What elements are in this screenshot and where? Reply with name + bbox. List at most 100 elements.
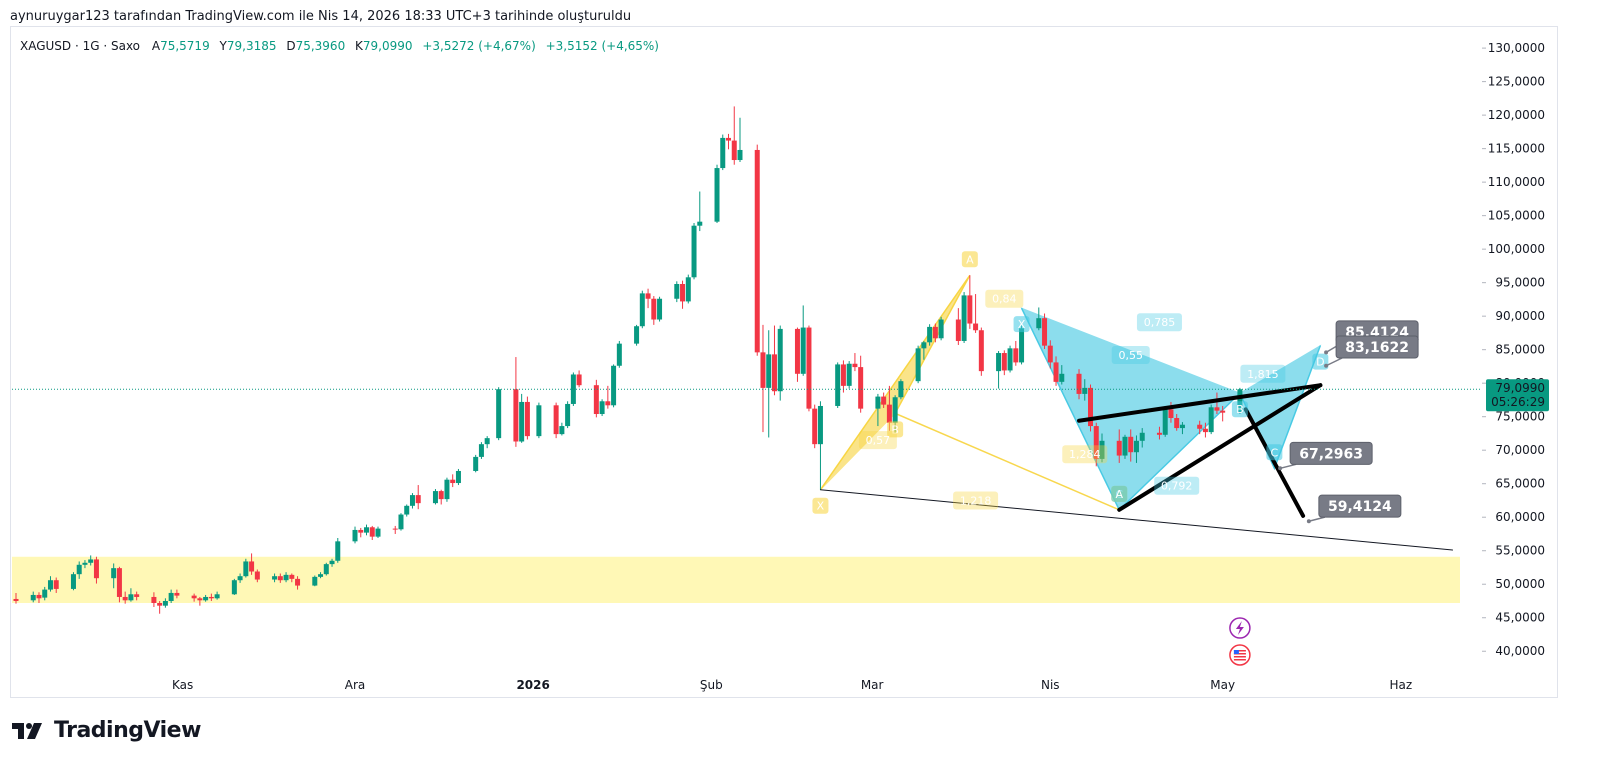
pattern-point-label: B	[1236, 403, 1244, 416]
change-value-2: +3,5152 (+4,65%)	[545, 39, 659, 53]
candle-body	[892, 397, 898, 423]
candle-body	[191, 595, 197, 599]
pattern-ratio-label-bg	[1136, 313, 1182, 332]
callout-anchor	[1278, 466, 1283, 471]
price-tick-label: 110,0000	[1488, 175, 1545, 189]
candle-body	[409, 495, 415, 506]
support-zone	[12, 556, 1460, 603]
flag-stripe	[1233, 656, 1246, 658]
candle-body	[415, 495, 421, 504]
pattern-ratio-label: 1,815	[1247, 368, 1279, 381]
candle-body	[478, 444, 484, 457]
pattern-point-label: D	[1316, 356, 1324, 369]
pattern-point-label: A	[966, 253, 974, 266]
candle-body	[1082, 387, 1088, 394]
open-label: A	[151, 39, 161, 53]
pattern-point-label-bg	[1231, 401, 1248, 418]
candle-body	[214, 594, 220, 599]
candle-body	[272, 576, 278, 580]
pattern-ratio-label: 1,284	[1069, 448, 1101, 461]
flag-stripe	[1233, 659, 1246, 661]
pattern-labels-layer: XABC0,840,571,2841,218XABCD0,7850,551,81…	[812, 251, 1329, 514]
price-tick-label: 40,0000	[1495, 644, 1545, 658]
candle-body	[685, 277, 691, 302]
candle-body	[398, 514, 404, 530]
candle-body	[927, 326, 933, 343]
candle-body	[88, 559, 94, 563]
pattern-ratio-label-bg	[1240, 364, 1286, 383]
time-tick-label: May	[1210, 678, 1235, 692]
candle-body	[455, 470, 461, 484]
time-tick-label: Mar	[861, 678, 884, 692]
tradingview-brand[interactable]: TradingView	[12, 718, 201, 743]
candle-body	[616, 343, 622, 366]
candle-body	[1179, 424, 1185, 429]
candle-body	[283, 574, 289, 581]
candle-body	[157, 602, 163, 606]
header-caption: aynuruygar123 tarafından TradingView.com…	[10, 9, 632, 24]
chart-canvas[interactable]: XABC0,840,571,2841,218XABCD0,7850,551,81…	[0, 0, 1600, 700]
symbol-label[interactable]: XAGUSD · 1G · Saxo	[20, 39, 141, 53]
open-value: 75,5719	[160, 39, 210, 53]
candle-body	[1001, 353, 1007, 371]
candle-body	[599, 401, 605, 415]
time-tick-label: Kas	[172, 678, 193, 692]
harmonic-pattern-1-triangle-0	[1020, 307, 1241, 511]
candle-body	[392, 528, 398, 530]
callout-label: 59,4124	[1328, 499, 1392, 515]
time-tick-label: Ara	[345, 678, 366, 692]
time-axis: Kas Ara 2026 Şub Mar Nis May Haz	[172, 678, 1412, 692]
candle-body	[450, 479, 456, 484]
price-tick-label: 70,0000	[1495, 443, 1545, 457]
candle-body	[174, 592, 180, 596]
candle-body	[1019, 328, 1025, 363]
us-flag-icon	[1229, 644, 1251, 666]
candle-body	[639, 293, 645, 327]
tradingview-logo-icon	[12, 722, 42, 739]
candle-body	[1237, 389, 1243, 413]
pattern-point-label: C	[1271, 446, 1279, 459]
flag-stripe	[1233, 653, 1246, 655]
candle-body	[737, 149, 743, 161]
candle-body	[70, 574, 76, 589]
candle-body	[674, 284, 680, 299]
candle-body	[82, 562, 88, 565]
lightning-glyph	[1235, 621, 1244, 635]
candle-body	[1093, 426, 1099, 459]
price-tick-label: 100,0000	[1488, 242, 1545, 256]
candle-body	[277, 576, 283, 581]
candle-body	[697, 221, 703, 226]
candle-body	[680, 284, 686, 302]
candle-body	[358, 529, 364, 533]
candle-body	[1214, 407, 1220, 411]
candle-body	[243, 561, 249, 577]
chart-frame[interactable]	[10, 26, 1558, 698]
candle-body	[720, 137, 726, 169]
candle-body	[404, 505, 410, 515]
price-tag-countdown: 05:26:29	[1491, 395, 1545, 409]
candle-body	[634, 326, 640, 344]
time-tick-label: 2026	[516, 678, 549, 692]
harmonic-pattern-layer	[819, 274, 1322, 512]
callout-pointer	[1308, 516, 1326, 522]
candle-body	[806, 327, 812, 409]
candle-body	[800, 327, 806, 374]
candle-body	[932, 326, 938, 339]
candle-body	[375, 528, 381, 537]
candle-body	[1208, 407, 1214, 433]
candle-body	[846, 363, 852, 386]
high-label: Y	[219, 39, 227, 53]
price-axis: 130,0000 125,0000 120,0000 115,0000 110,0000…	[1482, 41, 1545, 658]
callout-box	[1289, 441, 1373, 465]
pattern-point-label: A	[1115, 488, 1123, 501]
candle-body	[496, 389, 502, 439]
candle-body	[1220, 410, 1226, 413]
candle-body	[881, 396, 887, 405]
candle-body	[536, 405, 542, 437]
candle-body	[1128, 436, 1134, 453]
candle-body	[1059, 373, 1065, 382]
candle-body	[553, 405, 559, 435]
candle-body	[1007, 348, 1013, 371]
candle-body	[1168, 409, 1174, 419]
candle-body	[593, 385, 599, 415]
